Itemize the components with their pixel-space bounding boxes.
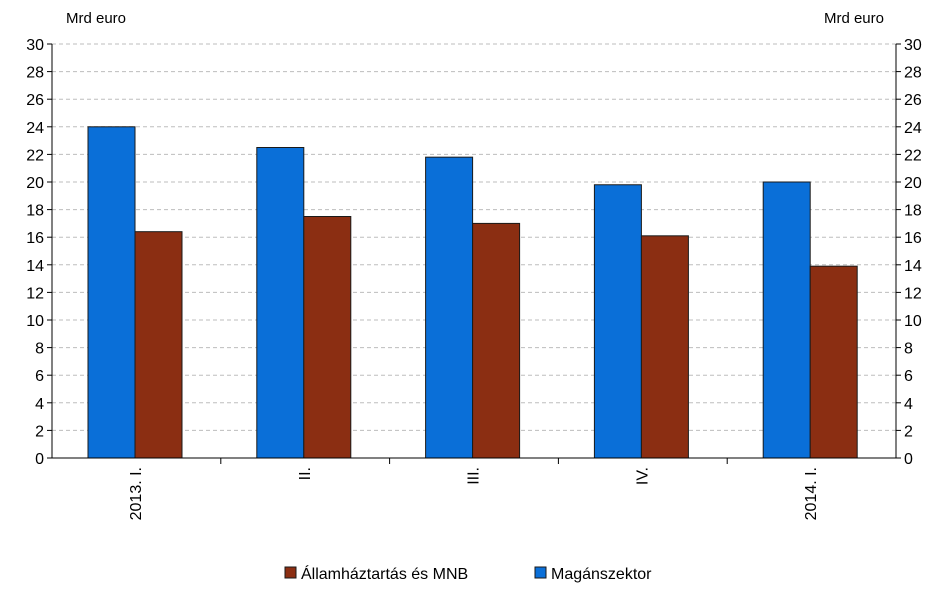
legend: Államháztartás és MNB Magánszektor	[284, 564, 652, 583]
y-tick-label-right: 4	[904, 396, 913, 413]
y-tick-label-right: 28	[904, 65, 922, 82]
bar	[809, 265, 858, 459]
y-tick-label-right: 20	[904, 175, 922, 192]
y-tick-label-left: 24	[26, 120, 44, 137]
y-tick-label-right: 0	[904, 451, 913, 468]
bar	[762, 181, 811, 459]
y-tick-label-left: 2	[35, 423, 44, 440]
legend-label: Államháztartás és MNB	[301, 564, 468, 583]
legend-swatch	[284, 566, 297, 579]
y-tick-label-left: 6	[35, 368, 44, 385]
y-tick-label-left: 12	[26, 285, 44, 302]
bar	[593, 184, 642, 459]
y-axis-label-right: Mrd euro	[824, 10, 884, 27]
y-tick-label-right: 26	[904, 92, 922, 109]
y-tick-label-right: 8	[904, 341, 913, 358]
x-category-label: III.	[466, 467, 483, 485]
legend-label: Magánszektor	[551, 566, 652, 583]
y-tick-label-right: 30	[904, 37, 922, 54]
bars	[87, 126, 858, 459]
y-tick-label-left: 16	[26, 230, 44, 247]
bar	[472, 222, 521, 459]
y-tick-label-left: 8	[35, 341, 44, 358]
y-tick-label-right: 14	[904, 258, 922, 275]
y-tick-label-left: 4	[35, 396, 44, 413]
y-tick-label-left: 14	[26, 258, 44, 275]
y-tick-label-left: 18	[26, 203, 44, 220]
axes	[51, 44, 897, 464]
y-tick-label-left: 26	[26, 92, 44, 109]
x-categories: 2013. I. II. III. IV. 2014. I.	[128, 467, 820, 520]
x-category-label: II.	[297, 467, 314, 480]
bar	[425, 156, 474, 459]
bar	[134, 231, 183, 459]
y-tick-label-right: 24	[904, 120, 922, 137]
x-category-label: IV.	[634, 467, 651, 485]
y-tick-label-left: 10	[26, 313, 44, 330]
bar	[87, 126, 136, 459]
bar	[256, 147, 305, 459]
y-tick-label-left: 22	[26, 147, 44, 164]
bar	[303, 216, 352, 459]
y-axis-label-left: Mrd euro	[66, 10, 126, 27]
y-tick-label-left: 30	[26, 37, 44, 54]
y-tick-label-right: 18	[904, 203, 922, 220]
y-tick-label-right: 10	[904, 313, 922, 330]
y-tick-label-right: 6	[904, 368, 913, 385]
x-category-label: 2014. I.	[803, 467, 820, 520]
y-tick-label-right: 2	[904, 423, 913, 440]
y-tick-label-right: 12	[904, 285, 922, 302]
bar	[640, 235, 689, 459]
y-tick-label-left: 20	[26, 175, 44, 192]
y-tick-label-left: 28	[26, 65, 44, 82]
legend-swatch	[534, 566, 547, 579]
y-tick-label-left: 0	[35, 451, 44, 468]
x-category-label: 2013. I.	[128, 467, 145, 520]
y-tick-label-right: 22	[904, 147, 922, 164]
y-tick-label-right: 16	[904, 230, 922, 247]
